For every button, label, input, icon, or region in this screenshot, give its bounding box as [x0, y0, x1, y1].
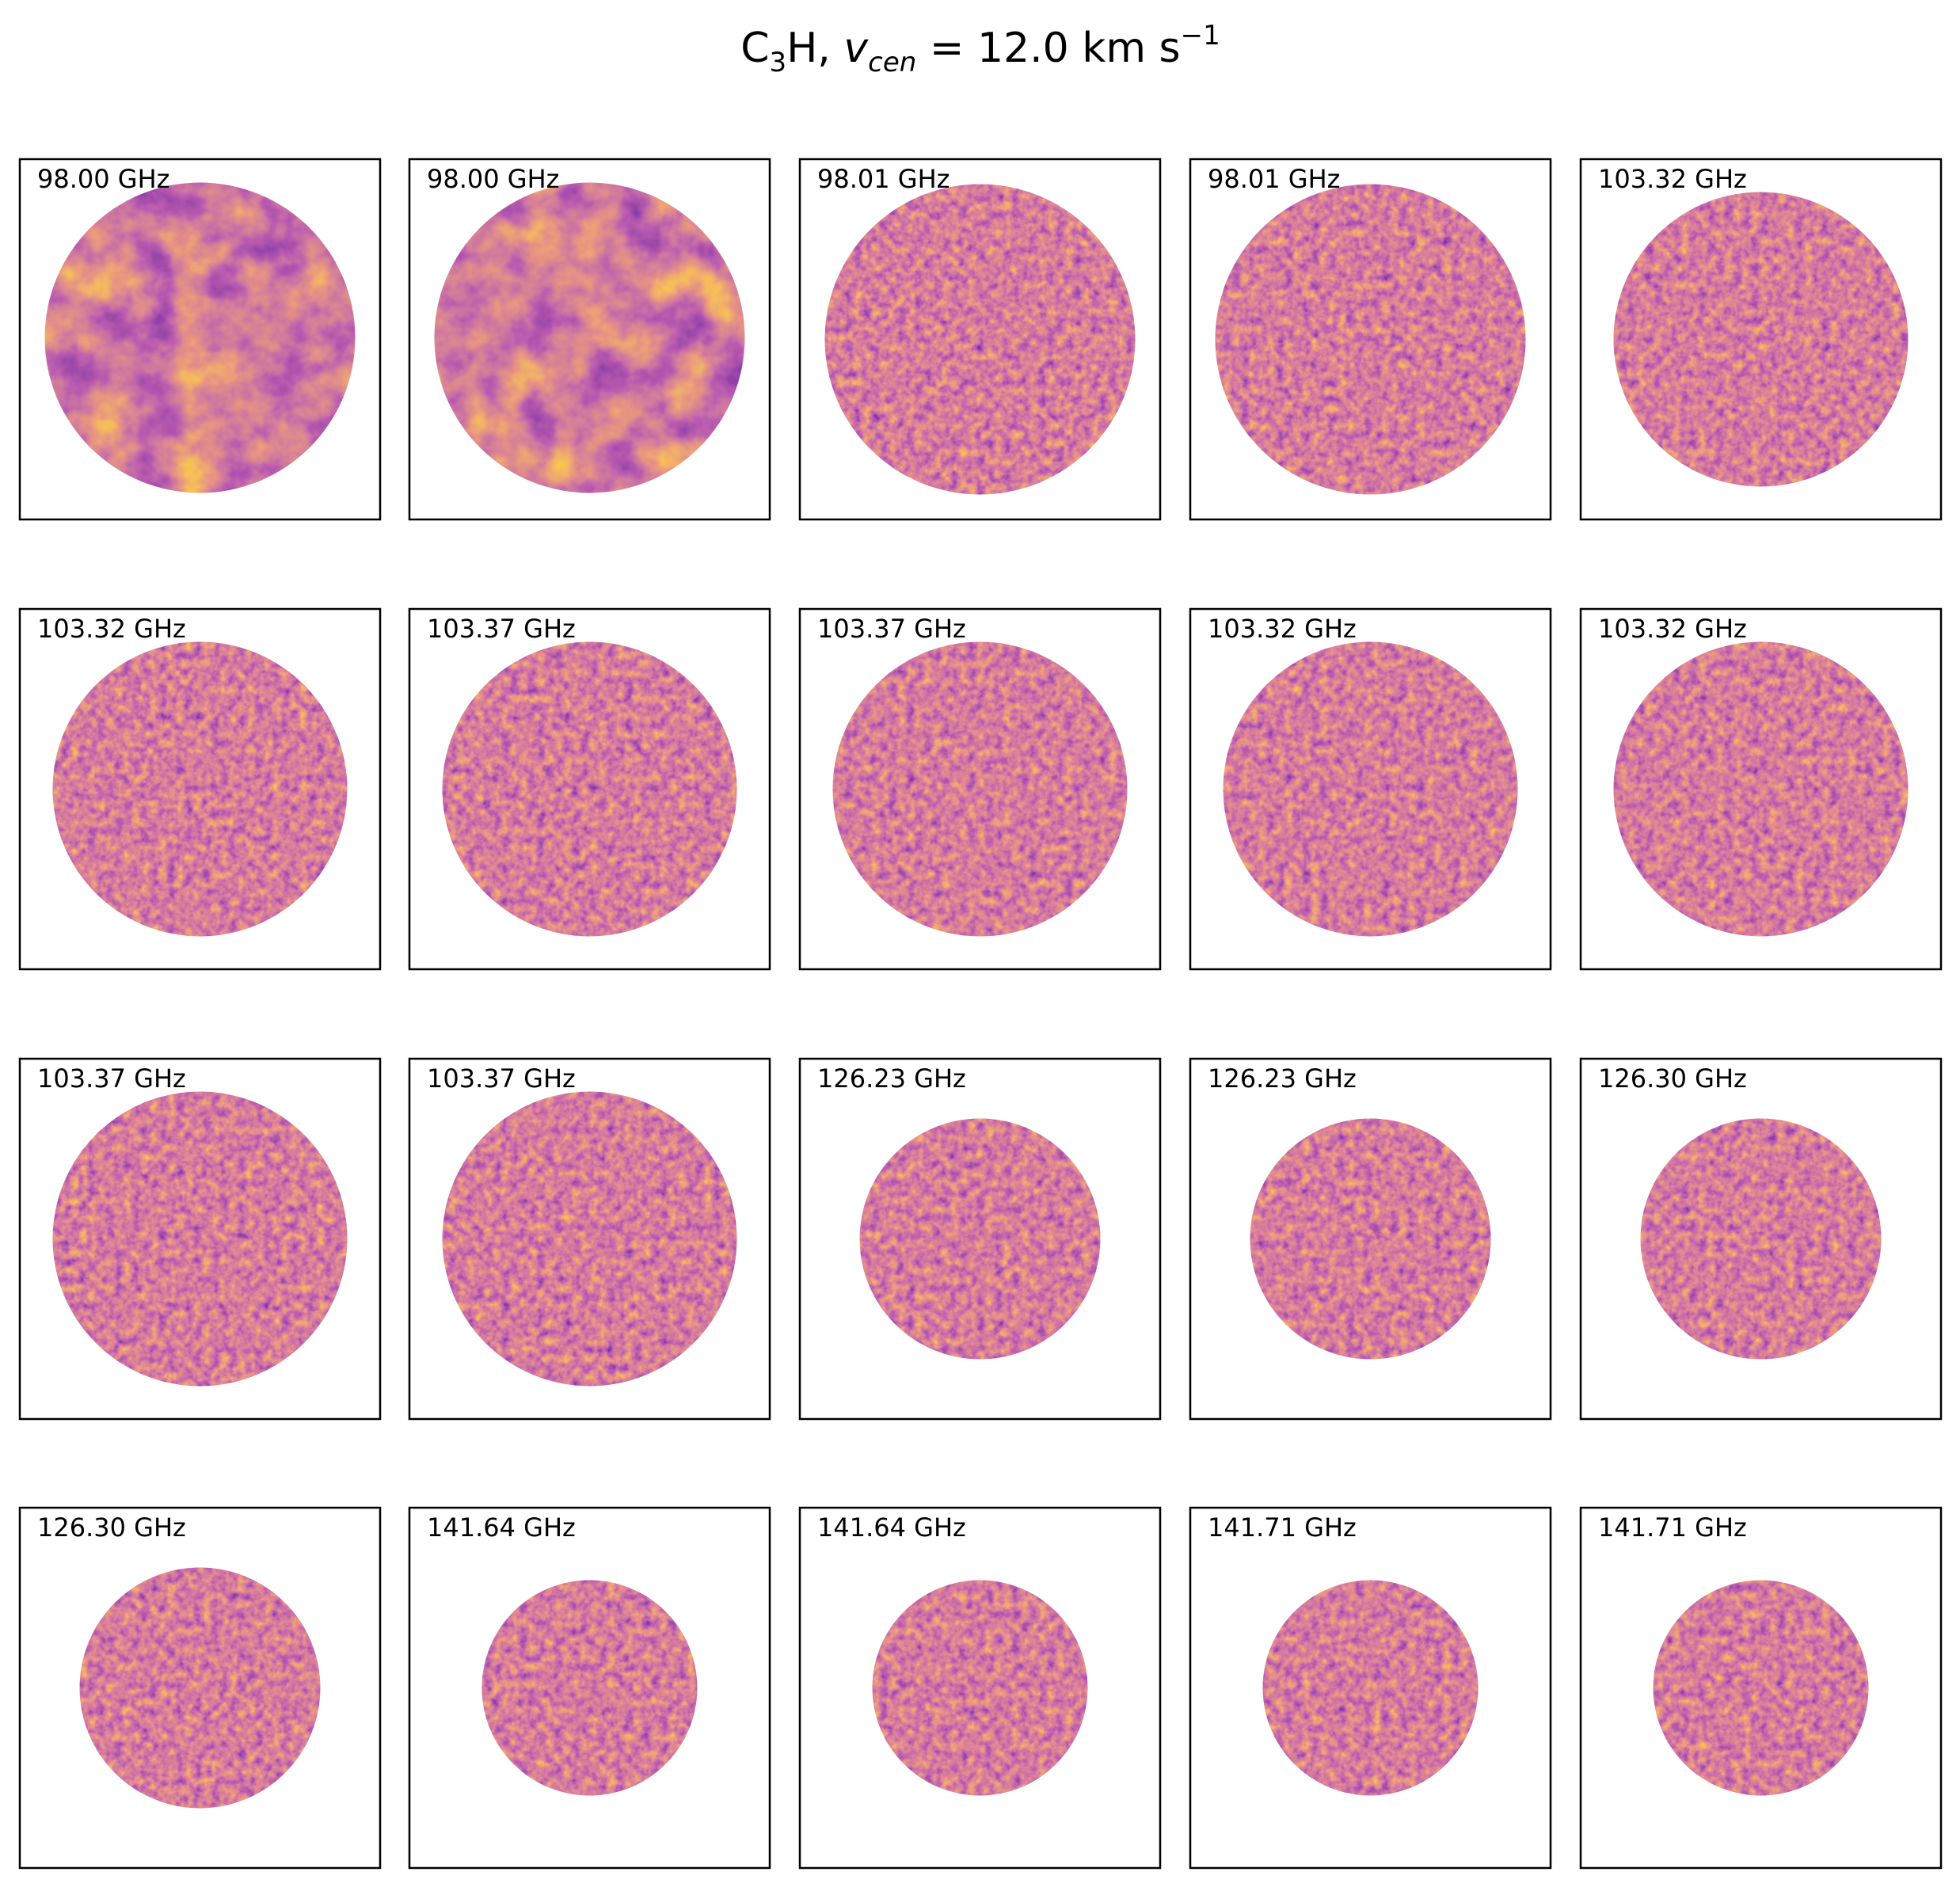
panel-3: 98.01 GHz [798, 158, 1162, 521]
intensity-map [442, 641, 737, 937]
panel-frequency-label: 126.23 GHz [1208, 1063, 1357, 1094]
intensity-map [481, 1580, 698, 1796]
panel-frame [1579, 607, 1943, 971]
panel-frequency-label: 98.00 GHz [427, 164, 559, 194]
intensity-map [1613, 192, 1909, 487]
panel-8: 103.37 GHz [798, 607, 1162, 971]
panel-6: 103.32 GHz [18, 607, 382, 971]
panel-frame [18, 1506, 382, 1870]
panel-frame [798, 158, 1162, 521]
intensity-map [1262, 1580, 1479, 1796]
intensity-map [872, 1580, 1088, 1796]
panel-13: 126.23 GHz [798, 1057, 1162, 1421]
panel-frequency-label: 103.37 GHz [427, 1063, 576, 1094]
panel-frequency-label: 126.30 GHz [37, 1512, 186, 1543]
panel-frequency-label: 141.71 GHz [1208, 1512, 1357, 1543]
panel-10: 103.32 GHz [1579, 607, 1943, 971]
intensity-map [434, 182, 745, 493]
panel-16: 126.30 GHz [18, 1506, 382, 1870]
panel-1: 98.00 GHz [18, 158, 382, 521]
panel-frequency-label: 98.00 GHz [37, 164, 169, 194]
panel-5: 103.32 GHz [1579, 158, 1943, 521]
panel-frame [408, 607, 771, 971]
panel-14: 126.23 GHz [1189, 1057, 1552, 1421]
panel-9: 103.32 GHz [1189, 607, 1552, 971]
panel-frequency-label: 126.30 GHz [1598, 1063, 1747, 1094]
panel-17: 141.64 GHz [408, 1506, 771, 1870]
panel-4: 98.01 GHz [1189, 158, 1552, 521]
panel-frame [1189, 1057, 1552, 1421]
intensity-map [79, 1567, 321, 1809]
panel-frequency-label: 103.37 GHz [37, 1063, 186, 1094]
panel-frame [408, 1506, 771, 1870]
panel-frame [18, 158, 382, 521]
panel-frequency-label: 141.64 GHz [817, 1512, 966, 1543]
panel-frequency-label: 103.32 GHz [1598, 164, 1747, 194]
intensity-map [1653, 1580, 1869, 1796]
intensity-map [1640, 1118, 1882, 1360]
panel-19: 141.71 GHz [1189, 1506, 1552, 1870]
intensity-map [52, 1091, 348, 1387]
panel-frequency-label: 103.32 GHz [1598, 614, 1747, 644]
panel-12: 103.37 GHz [408, 1057, 771, 1421]
intensity-map [824, 184, 1136, 495]
intensity-map [859, 1118, 1101, 1360]
panel-frequency-label: 103.37 GHz [427, 614, 576, 644]
panel-frame [1189, 158, 1552, 521]
panel-frequency-label: 98.01 GHz [817, 164, 950, 194]
panel-frequency-label: 126.23 GHz [817, 1063, 966, 1094]
panel-20: 141.71 GHz [1579, 1506, 1943, 1870]
panel-frequency-label: 103.32 GHz [37, 614, 186, 644]
panel-frame [1579, 1506, 1943, 1870]
panel-2: 98.00 GHz [408, 158, 771, 521]
panel-frequency-label: 141.64 GHz [427, 1512, 576, 1543]
intensity-map [1250, 1118, 1491, 1360]
panel-frame [1579, 1057, 1943, 1421]
panel-frame [408, 1057, 771, 1421]
panel-frame [798, 1057, 1162, 1421]
panel-frame [1189, 607, 1552, 971]
panel-frame [408, 158, 771, 521]
panel-11: 103.37 GHz [18, 1057, 382, 1421]
panel-frequency-label: 103.32 GHz [1208, 614, 1357, 644]
panel-grid: 98.00 GHz 98.00 GHz 98.01 GHz 98.01 GHz 103.… [18, 158, 1943, 1870]
intensity-map [44, 182, 356, 493]
panel-frame [798, 1506, 1162, 1870]
panel-18: 141.64 GHz [798, 1506, 1162, 1870]
panel-frame [1189, 1506, 1552, 1870]
figure-title: C3H, vcen = 12.0 km s−1 [740, 20, 1220, 78]
panel-7: 103.37 GHz [408, 607, 771, 971]
panel-15: 126.30 GHz [1579, 1057, 1943, 1421]
intensity-map [832, 641, 1128, 937]
panel-frequency-label: 103.37 GHz [817, 614, 966, 644]
intensity-map [52, 641, 348, 937]
panel-frame [798, 607, 1162, 971]
panel-frame [18, 1057, 382, 1421]
panel-frequency-label: 98.01 GHz [1208, 164, 1340, 194]
intensity-map [1215, 184, 1526, 495]
panel-frame [18, 607, 382, 971]
panel-frequency-label: 141.71 GHz [1598, 1512, 1747, 1543]
intensity-map [1613, 641, 1909, 937]
svg-text:C3H, vcen = 12.0 km s−1: C3H, vcen = 12.0 km s−1 [740, 20, 1220, 78]
intensity-map [442, 1091, 737, 1387]
intensity-map [1223, 641, 1518, 937]
panel-frame [1579, 158, 1943, 521]
